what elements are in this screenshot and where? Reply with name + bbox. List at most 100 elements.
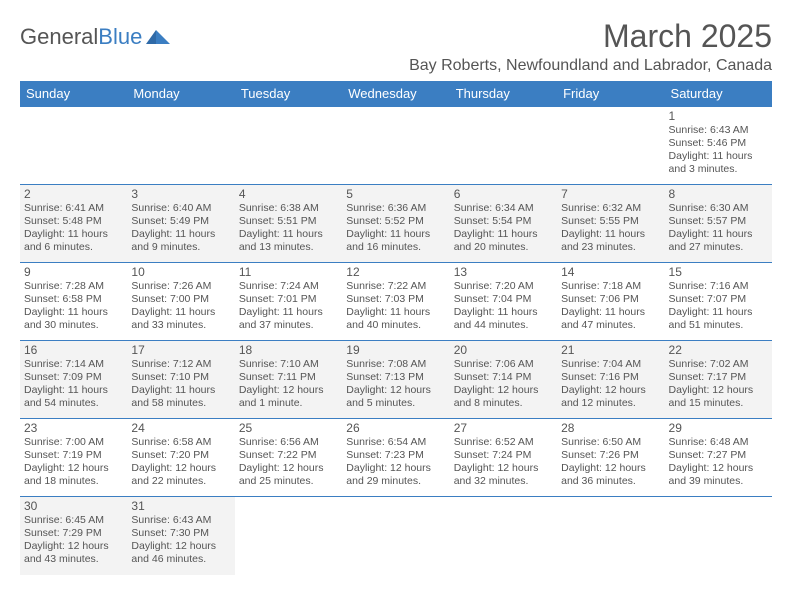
day-info-line: Sunrise: 6:43 AM	[131, 514, 230, 527]
day-info: Sunrise: 6:38 AMSunset: 5:51 PMDaylight:…	[239, 202, 338, 255]
day-number: 7	[561, 187, 660, 201]
day-info-line: and 18 minutes.	[24, 475, 123, 488]
calendar-cell: 9Sunrise: 7:28 AMSunset: 6:58 PMDaylight…	[20, 263, 127, 341]
logo: GeneralBlue	[20, 24, 172, 50]
day-number: 13	[454, 265, 553, 279]
day-info-line: Daylight: 11 hours	[24, 384, 123, 397]
day-info-line: and 43 minutes.	[24, 553, 123, 566]
day-info-line: Sunrise: 6:48 AM	[669, 436, 768, 449]
day-header: Friday	[557, 81, 664, 107]
calendar-cell: 31Sunrise: 6:43 AMSunset: 7:30 PMDayligh…	[127, 497, 234, 575]
day-info-line: and 15 minutes.	[669, 397, 768, 410]
day-info-line: and 44 minutes.	[454, 319, 553, 332]
day-info-line: Sunset: 5:48 PM	[24, 215, 123, 228]
day-info-line: Sunset: 5:46 PM	[669, 137, 768, 150]
calendar-row: 9Sunrise: 7:28 AMSunset: 6:58 PMDaylight…	[20, 263, 772, 341]
day-info: Sunrise: 7:14 AMSunset: 7:09 PMDaylight:…	[24, 358, 123, 411]
day-info-line: Sunrise: 6:54 AM	[346, 436, 445, 449]
day-info: Sunrise: 7:22 AMSunset: 7:03 PMDaylight:…	[346, 280, 445, 333]
day-number: 10	[131, 265, 230, 279]
day-info-line: Sunrise: 7:12 AM	[131, 358, 230, 371]
day-info-line: Sunrise: 6:40 AM	[131, 202, 230, 215]
day-info-line: Sunrise: 6:56 AM	[239, 436, 338, 449]
day-info-line: and 29 minutes.	[346, 475, 445, 488]
day-info-line: and 20 minutes.	[454, 241, 553, 254]
day-number: 18	[239, 343, 338, 357]
day-info-line: Sunrise: 7:00 AM	[24, 436, 123, 449]
day-info-line: Daylight: 12 hours	[131, 540, 230, 553]
day-header: Wednesday	[342, 81, 449, 107]
calendar-cell	[235, 107, 342, 185]
day-info: Sunrise: 7:26 AMSunset: 7:00 PMDaylight:…	[131, 280, 230, 333]
day-info-line: Daylight: 12 hours	[454, 462, 553, 475]
day-info-line: Sunset: 5:51 PM	[239, 215, 338, 228]
day-number: 14	[561, 265, 660, 279]
day-info-line: Sunrise: 7:04 AM	[561, 358, 660, 371]
day-info-line: and 30 minutes.	[24, 319, 123, 332]
day-info-line: Sunrise: 6:43 AM	[669, 124, 768, 137]
day-info-line: Sunrise: 6:52 AM	[454, 436, 553, 449]
day-info-line: and 16 minutes.	[346, 241, 445, 254]
day-info-line: Daylight: 11 hours	[346, 228, 445, 241]
day-info-line: Daylight: 12 hours	[239, 384, 338, 397]
day-info: Sunrise: 7:12 AMSunset: 7:10 PMDaylight:…	[131, 358, 230, 411]
day-info-line: Daylight: 11 hours	[131, 306, 230, 319]
calendar-cell	[342, 107, 449, 185]
day-header: Saturday	[665, 81, 772, 107]
day-info-line: Sunrise: 7:20 AM	[454, 280, 553, 293]
day-info-line: and 47 minutes.	[561, 319, 660, 332]
calendar-cell: 20Sunrise: 7:06 AMSunset: 7:14 PMDayligh…	[450, 341, 557, 419]
day-info-line: Sunrise: 6:50 AM	[561, 436, 660, 449]
day-info-line: and 3 minutes.	[669, 163, 768, 176]
day-number: 29	[669, 421, 768, 435]
day-info-line: and 25 minutes.	[239, 475, 338, 488]
day-number: 28	[561, 421, 660, 435]
day-info-line: and 1 minute.	[239, 397, 338, 410]
calendar-cell: 11Sunrise: 7:24 AMSunset: 7:01 PMDayligh…	[235, 263, 342, 341]
day-info-line: Sunset: 7:10 PM	[131, 371, 230, 384]
day-info-line: and 12 minutes.	[561, 397, 660, 410]
day-info: Sunrise: 7:02 AMSunset: 7:17 PMDaylight:…	[669, 358, 768, 411]
day-info-line: Daylight: 11 hours	[669, 150, 768, 163]
calendar-cell: 10Sunrise: 7:26 AMSunset: 7:00 PMDayligh…	[127, 263, 234, 341]
day-info-line: Sunrise: 6:38 AM	[239, 202, 338, 215]
calendar-cell	[557, 497, 664, 575]
day-info-line: Sunset: 7:20 PM	[131, 449, 230, 462]
day-info-line: Daylight: 11 hours	[669, 228, 768, 241]
day-info: Sunrise: 7:04 AMSunset: 7:16 PMDaylight:…	[561, 358, 660, 411]
day-info-line: Daylight: 12 hours	[24, 540, 123, 553]
day-number: 3	[131, 187, 230, 201]
day-info-line: Sunset: 7:29 PM	[24, 527, 123, 540]
day-info-line: Sunrise: 7:10 AM	[239, 358, 338, 371]
day-info-line: Daylight: 12 hours	[561, 384, 660, 397]
calendar-cell	[450, 107, 557, 185]
day-number: 27	[454, 421, 553, 435]
day-info-line: Sunset: 5:49 PM	[131, 215, 230, 228]
day-number: 11	[239, 265, 338, 279]
header: GeneralBlue March 2025 Bay Roberts, Newf…	[20, 18, 772, 75]
calendar-cell: 14Sunrise: 7:18 AMSunset: 7:06 PMDayligh…	[557, 263, 664, 341]
day-number: 1	[669, 109, 768, 123]
day-header: Monday	[127, 81, 234, 107]
day-info-line: and 27 minutes.	[669, 241, 768, 254]
day-info-line: Sunset: 6:58 PM	[24, 293, 123, 306]
day-info: Sunrise: 6:36 AMSunset: 5:52 PMDaylight:…	[346, 202, 445, 255]
calendar-cell	[665, 497, 772, 575]
day-info-line: Sunset: 7:04 PM	[454, 293, 553, 306]
day-info-line: Daylight: 11 hours	[239, 228, 338, 241]
day-number: 23	[24, 421, 123, 435]
calendar-cell: 6Sunrise: 6:34 AMSunset: 5:54 PMDaylight…	[450, 185, 557, 263]
calendar-cell: 4Sunrise: 6:38 AMSunset: 5:51 PMDaylight…	[235, 185, 342, 263]
day-info-line: Sunrise: 7:18 AM	[561, 280, 660, 293]
day-info-line: Daylight: 11 hours	[454, 306, 553, 319]
day-header: Sunday	[20, 81, 127, 107]
day-info: Sunrise: 7:28 AMSunset: 6:58 PMDaylight:…	[24, 280, 123, 333]
day-number: 31	[131, 499, 230, 513]
day-info: Sunrise: 6:41 AMSunset: 5:48 PMDaylight:…	[24, 202, 123, 255]
day-number: 21	[561, 343, 660, 357]
day-info-line: and 23 minutes.	[561, 241, 660, 254]
logo-text2: Blue	[98, 24, 142, 50]
day-info-line: Sunset: 7:14 PM	[454, 371, 553, 384]
calendar-cell: 23Sunrise: 7:00 AMSunset: 7:19 PMDayligh…	[20, 419, 127, 497]
day-info: Sunrise: 6:43 AMSunset: 7:30 PMDaylight:…	[131, 514, 230, 567]
